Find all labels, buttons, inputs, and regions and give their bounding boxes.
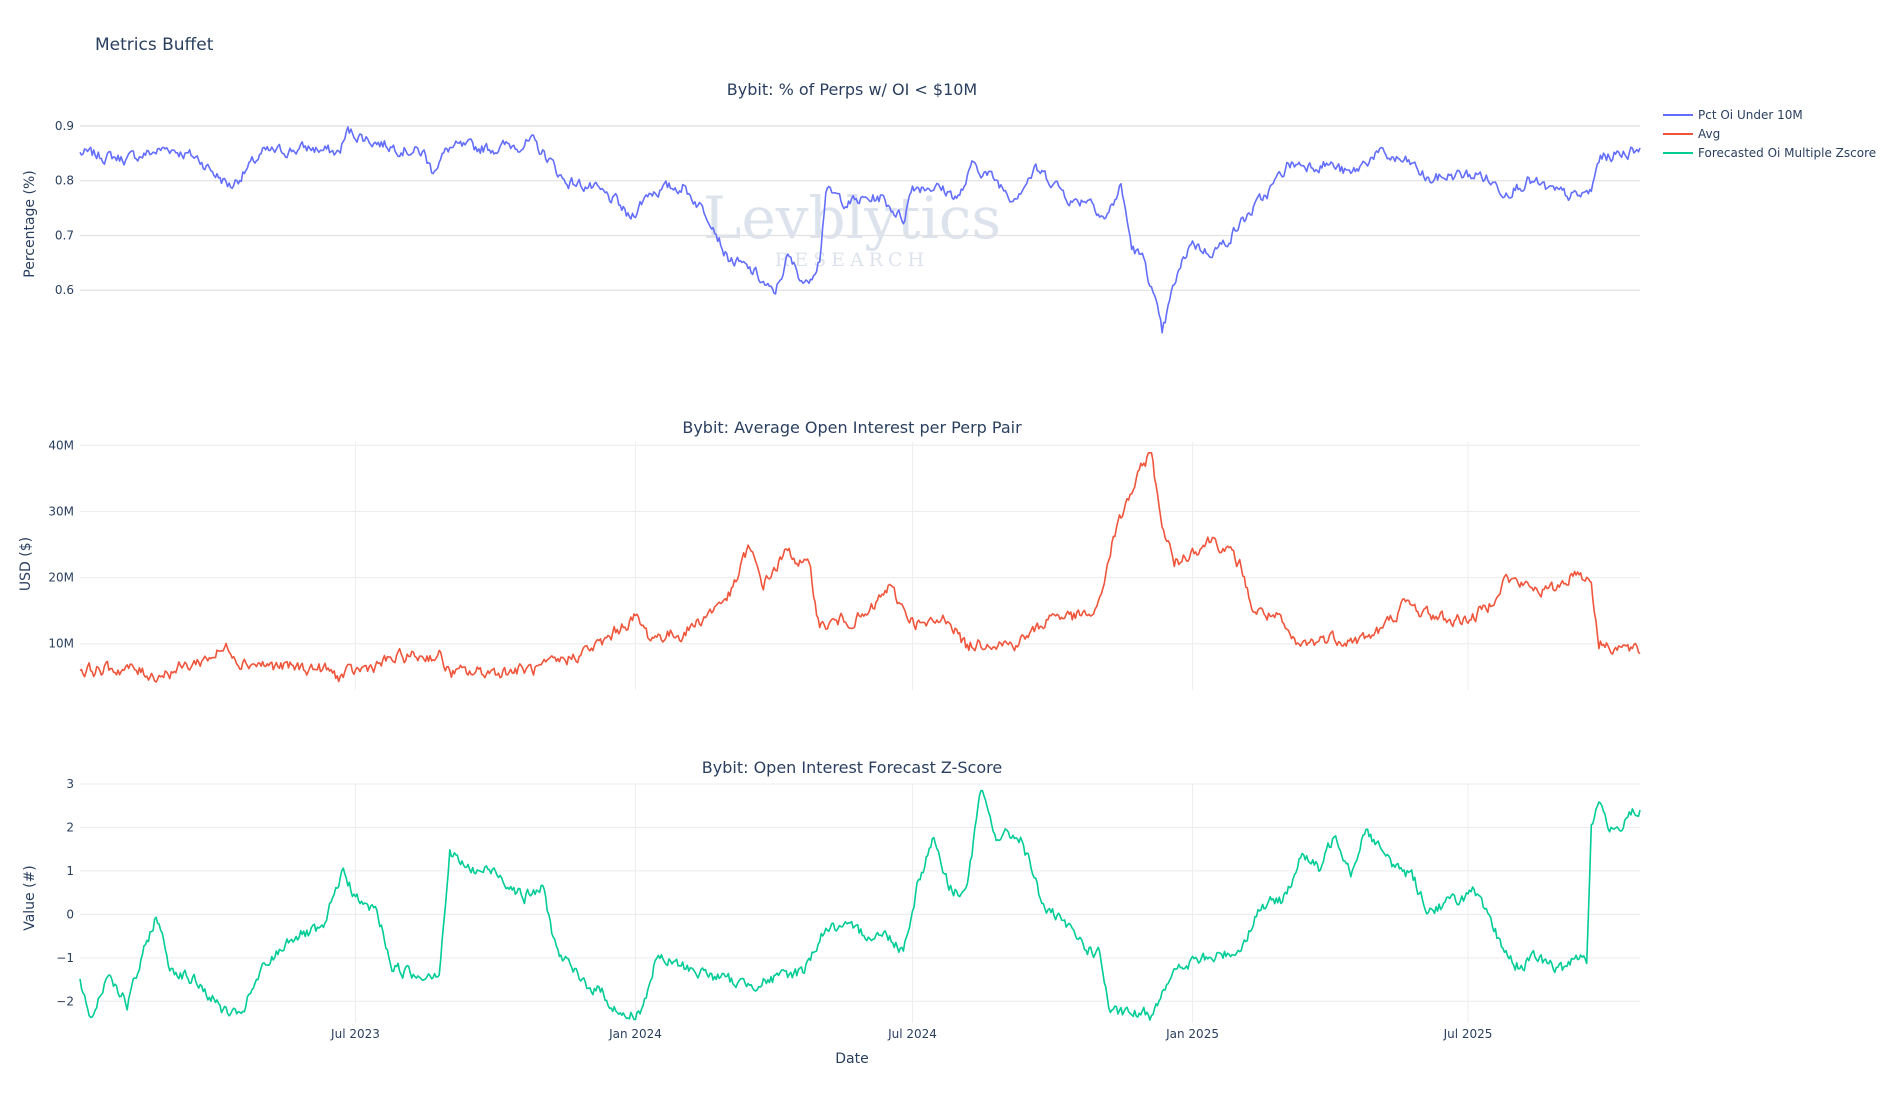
panel-2-title: Bybit: Average Open Interest per Perp Pa… (682, 418, 1022, 437)
panel-avg-open-interest: Bybit: Average Open Interest per Perp Pa… (18, 418, 1641, 690)
panel-1-series-line (79, 126, 1641, 334)
panel-1-title: Bybit: % of Perps w/ OI < $10M (727, 80, 977, 99)
x-tick-label: Jan 2024 (608, 1027, 662, 1041)
y-tick-label: 3 (66, 777, 74, 791)
panel-2-series-line (79, 452, 1641, 683)
panel-3-title: Bybit: Open Interest Forecast Z-Score (702, 758, 1002, 777)
x-tick-label: Jul 2024 (887, 1027, 937, 1041)
y-tick-label: −2 (56, 994, 74, 1008)
x-tick-label: Jul 2025 (1443, 1027, 1493, 1041)
y-tick-label: 0.6 (55, 283, 74, 297)
legend-label: Avg (1698, 127, 1720, 141)
y-tick-label: 30M (48, 504, 74, 518)
panel-1-y-ticks: 0.6 0.7 0.8 0.9 (55, 119, 74, 297)
x-tick-label: Jul 2023 (330, 1027, 380, 1041)
watermark-main-text: Levblytics (703, 184, 1001, 252)
legend-item[interactable]: Pct Oi Under 10M (1663, 108, 1803, 122)
panel-2-y-axis-title: USD ($) (18, 537, 34, 591)
y-tick-label: 0.8 (55, 174, 74, 188)
legend-item[interactable]: Avg (1663, 127, 1720, 141)
panel-pct-oi-under-10m: Bybit: % of Perps w/ OI < $10M Percentag… (22, 80, 1641, 334)
panel-3-y-ticks: −2 −1 0 1 2 3 (56, 777, 74, 1008)
panel-oi-forecast-zscore: Bybit: Open Interest Forecast Z-Score Va… (22, 758, 1641, 1023)
figure-title: Metrics Buffet (95, 35, 214, 55)
legend-label: Forecasted Oi Multiple Zscore (1698, 146, 1876, 160)
panel-2-gridlines (80, 442, 1640, 690)
panel-1-y-axis-title: Percentage (%) (22, 170, 38, 277)
y-tick-label: 0 (66, 907, 74, 921)
y-tick-label: 0.7 (55, 228, 74, 242)
panel-3-y-axis-title: Value (#) (22, 865, 38, 931)
y-tick-label: 2 (66, 820, 74, 834)
legend-item[interactable]: Forecasted Oi Multiple Zscore (1663, 146, 1876, 160)
x-axis-ticks: Jul 2023 Jan 2024 Jul 2024 Jan 2025 Jul 2025 (330, 1027, 1492, 1041)
x-tick-label: Jan 2025 (1165, 1027, 1219, 1041)
y-tick-label: −1 (56, 951, 74, 965)
watermark-sub-text: RESEARCH (775, 249, 929, 271)
y-tick-label: 40M (48, 438, 74, 452)
y-tick-label: 10M (48, 637, 74, 651)
panel-1-gridlines (80, 125, 1640, 291)
panel-2-y-ticks: 10M 20M 30M 40M (48, 438, 74, 650)
legend-label: Pct Oi Under 10M (1698, 108, 1803, 122)
panel-3-gridlines (80, 783, 1640, 1023)
panel-3-series-line (79, 789, 1641, 1021)
y-tick-label: 0.9 (55, 119, 74, 133)
y-tick-label: 20M (48, 571, 74, 585)
y-tick-label: 1 (66, 864, 74, 878)
legend[interactable]: Pct Oi Under 10M Avg Forecasted Oi Multipl… (1663, 108, 1876, 160)
x-axis-title: Date (835, 1051, 868, 1067)
